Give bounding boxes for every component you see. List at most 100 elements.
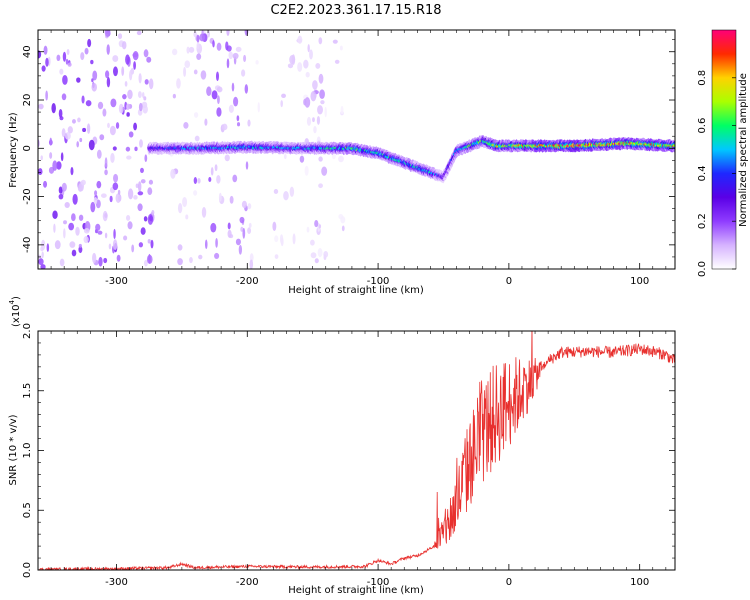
heatmap-cell xyxy=(125,214,131,221)
heatmap-cell xyxy=(76,141,80,148)
heatmap-cell xyxy=(171,48,178,56)
heatmap-cell xyxy=(242,227,246,239)
snr-ytick-label: 2.0 xyxy=(22,323,33,339)
heatmap-cell xyxy=(91,82,97,92)
heatmap-cell xyxy=(52,210,58,220)
heatmap-cell xyxy=(106,77,111,88)
heatmap-cell xyxy=(132,50,139,61)
heatmap-cell xyxy=(78,246,83,254)
heatmap-cell xyxy=(249,259,254,269)
heatmap-ytick-label: -20 xyxy=(22,188,33,204)
heatmap-cell xyxy=(124,81,128,87)
heatmap-cell xyxy=(172,93,176,99)
heatmap-cell xyxy=(177,258,183,266)
heatmap-cell xyxy=(117,189,121,195)
heatmap-cell xyxy=(320,100,325,105)
heatmap-cell xyxy=(185,214,189,220)
heatmap-cell xyxy=(305,71,310,78)
heatmap-cells xyxy=(38,30,675,269)
heatmap-cell xyxy=(63,228,66,239)
heatmap-cell xyxy=(102,108,107,117)
heatmap-cell xyxy=(129,69,133,81)
heatmap-cell xyxy=(38,258,44,266)
heatmap-cell xyxy=(248,222,252,229)
heatmap-cell xyxy=(226,58,230,69)
heatmap-cell xyxy=(176,78,181,89)
heatmap-cell xyxy=(245,161,249,170)
heatmap-cell xyxy=(80,52,85,61)
heatmap-cell xyxy=(196,42,200,50)
colorbar-tick-label: 0.0 xyxy=(697,261,708,277)
snr-multiplier: (x104) xyxy=(8,296,22,327)
heatmap-cell xyxy=(314,258,319,264)
heatmap-ytick-label: 0 xyxy=(22,145,33,151)
heatmap-cell xyxy=(196,34,200,43)
heatmap-cell xyxy=(197,178,201,184)
heatmap-cell xyxy=(113,228,116,240)
snr-xtick-label: -300 xyxy=(105,577,128,588)
heatmap-cell xyxy=(218,192,222,202)
heatmap-cell xyxy=(303,59,309,69)
heatmap-cell xyxy=(323,251,329,258)
heatmap-cell xyxy=(70,167,74,176)
heatmap-xtick-label: -100 xyxy=(367,276,390,287)
heatmap-cell xyxy=(241,69,246,77)
heatmap-cell xyxy=(91,78,94,83)
heatmap-cell xyxy=(143,49,149,58)
heatmap-cell xyxy=(340,216,346,224)
heatmap-cell xyxy=(109,195,113,203)
heatmap-cell xyxy=(61,93,67,101)
heatmap-cell xyxy=(297,62,303,72)
heatmap-cell xyxy=(214,252,220,259)
heatmap-cell xyxy=(249,253,254,262)
heatmap-cell xyxy=(112,239,118,251)
heatmap-cell xyxy=(117,33,123,40)
snr-ytick-label: 0.5 xyxy=(22,502,33,518)
heatmap-cell xyxy=(78,243,82,248)
heatmap-cell xyxy=(215,237,218,248)
heatmap-cell xyxy=(90,59,94,65)
heatmap-cell xyxy=(244,84,249,94)
heatmap-cell xyxy=(243,54,247,63)
heatmap-ylabel: Frequency (Hz) xyxy=(8,112,19,188)
heatmap-cell xyxy=(67,126,73,134)
heatmap-cell xyxy=(59,258,65,267)
heatmap-cell xyxy=(241,200,247,209)
heatmap-cell xyxy=(97,101,104,110)
heatmap-cell xyxy=(183,66,187,77)
heatmap-cell xyxy=(43,45,48,55)
heatmap-cell xyxy=(104,232,108,239)
heatmap-cell xyxy=(151,209,155,216)
heatmap-cell xyxy=(313,126,317,134)
heatmap-xlabel: Height of straight line (km) xyxy=(288,285,424,296)
heatmap-cell xyxy=(118,103,124,114)
heatmap-cell xyxy=(122,94,127,100)
heatmap-cell xyxy=(137,91,142,98)
heatmap-cell xyxy=(46,243,50,252)
heatmap-cell xyxy=(112,146,117,151)
heatmap-cell xyxy=(106,44,110,55)
chart-title: C2E2.2023.361.17.15.R18 xyxy=(270,3,441,18)
heatmap-cell xyxy=(297,35,303,44)
heatmap-ytick-label: 20 xyxy=(22,94,33,107)
heatmap-cell xyxy=(97,230,103,235)
heatmap-cell xyxy=(143,216,148,222)
heatmap-cell xyxy=(127,221,133,230)
heatmap-cell xyxy=(51,103,56,114)
heatmap-cell xyxy=(78,214,84,221)
heatmap-cell xyxy=(211,90,218,100)
heatmap-cell xyxy=(40,155,43,161)
heatmap-cell xyxy=(177,203,183,214)
heatmap-cell xyxy=(193,31,197,38)
heatmap-cell xyxy=(304,165,309,176)
heatmap-cell xyxy=(72,193,78,205)
heatmap-cell xyxy=(107,122,110,129)
heatmap-cell xyxy=(321,166,328,176)
heatmap-cell xyxy=(87,38,92,48)
heatmap-cell xyxy=(304,97,311,108)
snr-ylabel: SNR (10 * v/v) xyxy=(8,414,19,485)
heatmap-cell xyxy=(146,56,152,63)
heatmap-cell xyxy=(59,116,64,121)
